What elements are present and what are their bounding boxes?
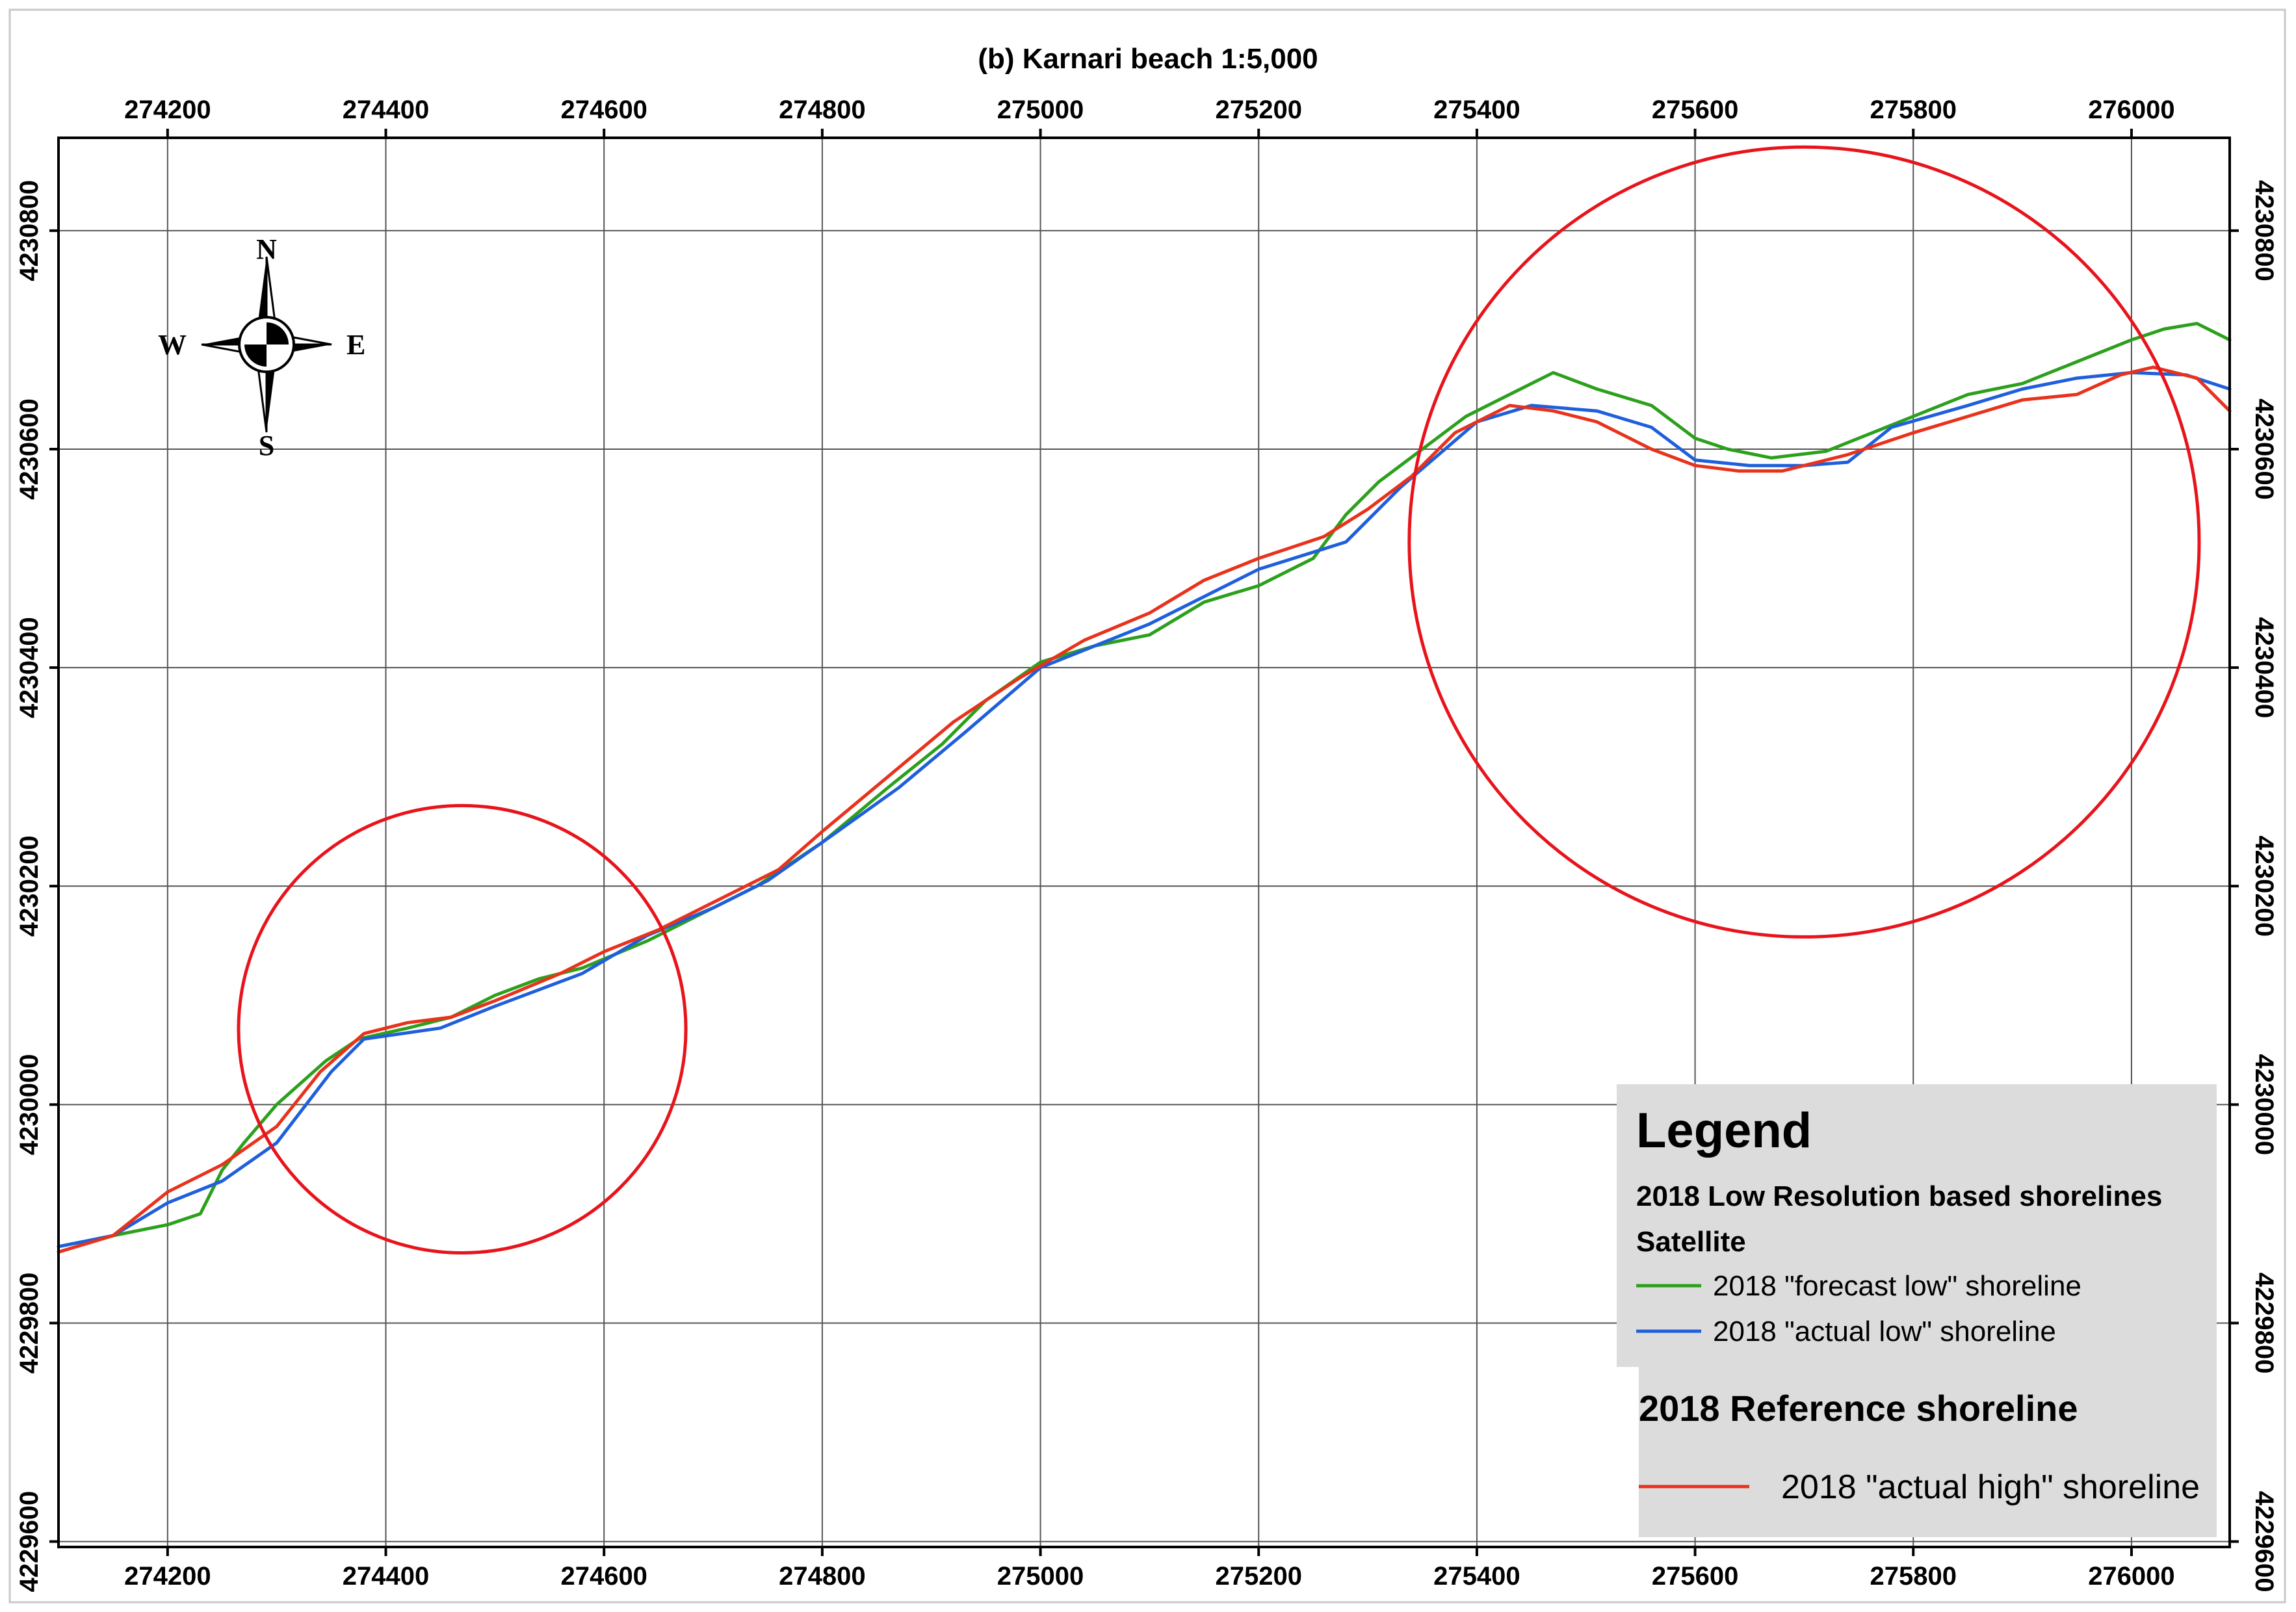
y-tick-label-right: 4230600 [2250, 398, 2278, 500]
highlight-circle-east [1407, 145, 2201, 939]
shoreline-lines [57, 322, 2232, 1254]
legend-label-actual-high: 2018 "actual high" shoreline [1781, 1468, 2200, 1506]
compass-south-label: S [259, 430, 274, 462]
highlight-circle-west [237, 803, 688, 1254]
legend-box-upper [1617, 1084, 2217, 1367]
shoreline-actual-high [57, 365, 2232, 1254]
legend-group1-heading: 2018 Low Resolution based shorelines [1636, 1180, 2162, 1212]
y-tick-label-right: 4230200 [2250, 835, 2278, 937]
x-tick-label-bottom: 276000 [2088, 1562, 2174, 1591]
outer-border [8, 8, 2286, 1604]
axis-ticks: 274200 274200 274400 274400 274600 274600 2748… [15, 96, 2278, 1592]
legend-label-forecast-low: 2018 "forecast low" shoreline [1713, 1270, 2081, 1302]
y-tick-label-left: 4230000 [15, 1054, 44, 1155]
x-tick-label-top: 274600 [560, 96, 647, 124]
x-tick-label-top: 275200 [1215, 96, 1301, 124]
x-tick-label-bottom: 274200 [124, 1562, 211, 1591]
shoreline-actual-low [57, 370, 2232, 1249]
x-tick-label-top: 274200 [124, 96, 211, 124]
y-tick-label-left: 4230800 [15, 180, 44, 281]
y-tick-label-right: 4230000 [2250, 1054, 2278, 1155]
x-tick-label-bottom: 275000 [997, 1562, 1084, 1591]
highlight-circles [237, 145, 2201, 1254]
north-arrow-icon: N S E W [158, 233, 365, 462]
x-tick-label-top: 275600 [1652, 96, 1738, 124]
map-title: (b) Karnari beach 1:5,000 [978, 43, 1318, 75]
legend-box-lower [1639, 1367, 2217, 1537]
x-tick-label-bottom: 274800 [779, 1562, 865, 1591]
map-frame [57, 136, 2231, 1548]
y-tick-label-right: 4230400 [2250, 617, 2278, 718]
y-tick-label-left: 4230400 [15, 617, 44, 718]
y-tick-label-left: 4230600 [15, 398, 44, 500]
y-tick-label-left: 4230200 [15, 835, 44, 937]
x-tick-label-bottom: 275600 [1652, 1562, 1738, 1591]
y-tick-label-left: 4229800 [15, 1273, 44, 1374]
x-tick-label-bottom: 274400 [343, 1562, 429, 1591]
x-tick-label-bottom: 275200 [1215, 1562, 1301, 1591]
x-tick-label-bottom: 275400 [1433, 1562, 1520, 1591]
x-tick-label-top: 275000 [997, 96, 1084, 124]
legend-group1-subheading: Satellite [1636, 1226, 1746, 1258]
y-tick-label-right: 4229600 [2250, 1491, 2278, 1592]
y-tick-label-right: 4229800 [2250, 1273, 2278, 1374]
x-tick-label-top: 275800 [1870, 96, 1957, 124]
x-tick-label-bottom: 275800 [1870, 1562, 1957, 1591]
legend: Legend 2018 Low Resolution based shoreli… [1617, 1084, 2217, 1537]
x-tick-label-top: 275400 [1433, 96, 1520, 124]
legend-label-actual-low: 2018 "actual low" shoreline [1713, 1316, 2056, 1347]
x-tick-label-bottom: 274600 [560, 1562, 647, 1591]
y-tick-label-right: 4230800 [2250, 180, 2278, 281]
x-tick-label-top: 274400 [343, 96, 429, 124]
compass-north-label: N [256, 233, 277, 265]
y-tick-label-left: 4229600 [15, 1491, 44, 1592]
legend-title: Legend [1636, 1103, 1812, 1158]
x-tick-label-top: 276000 [2088, 96, 2174, 124]
legend-group2-heading: 2018 Reference shoreline [1639, 1388, 2078, 1429]
compass-east-label: E [346, 329, 365, 361]
compass-west-label: W [158, 329, 187, 361]
x-tick-label-top: 274800 [779, 96, 865, 124]
